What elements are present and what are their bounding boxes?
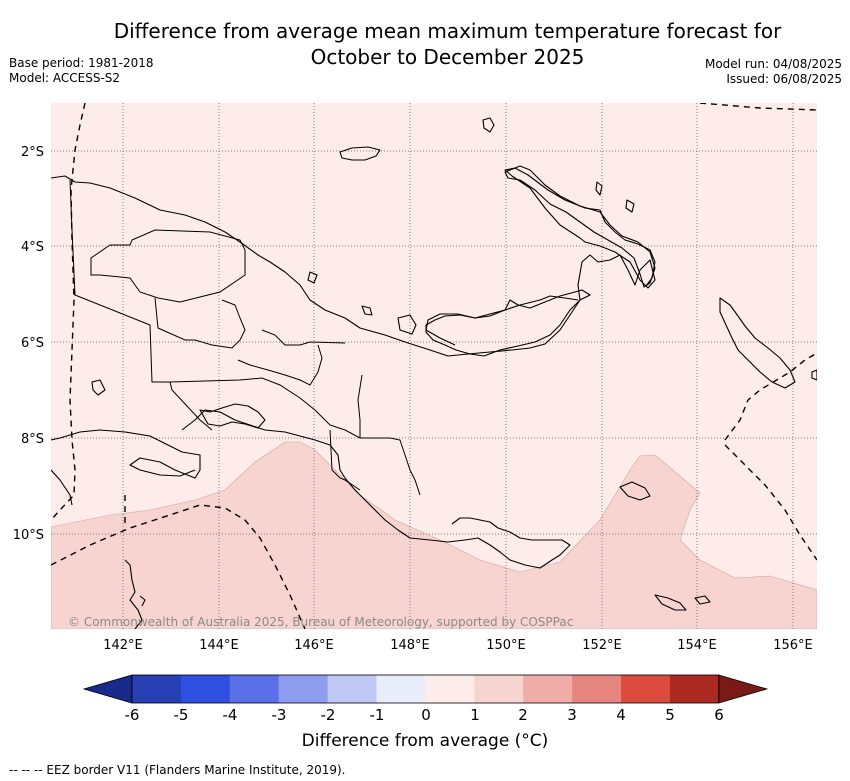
title-line-2: October to December 2025 [310,45,585,69]
colorbar-segment [572,675,622,703]
lat-tick-label: 8°S [21,432,44,447]
colorbar-segment [425,675,475,703]
lon-tick-label: 150°E [486,638,526,653]
colorbar-tick-label: -6 [125,706,140,724]
meta-right: Model run: 04/08/2025 Issued: 06/08/2025 [705,57,842,87]
island-8 [654,594,687,611]
colorbar-segment [376,675,426,703]
lon-tick-label: 144°E [199,638,239,653]
island-9 [694,595,711,605]
lon-tick-label: 148°E [390,638,430,653]
manus-coast [339,146,381,161]
lat-tick-label: 6°S [21,336,44,351]
colorbar-segment [180,675,231,703]
colorbar-segment [229,675,280,703]
island-3 [625,199,635,213]
colorbar-segment [523,675,573,703]
meta-left: Base period: 1981-2018 Model: ACCESS-S2 [9,56,154,86]
longitude-ticks: 142°E 144°E 146°E 148°E 150°E 152°E 154°… [103,638,813,653]
colorbar-tick-label: 4 [616,706,626,724]
colorbar-tick-label: 3 [567,706,577,724]
cape-york-coast [124,559,146,629]
colorbar-tick-label: -5 [174,706,189,724]
colorbar-tick-label: 6 [714,706,724,724]
lat-tick-label: 10°S [13,528,44,543]
island-2 [595,181,603,196]
eez-borders [51,103,817,629]
colorbar-extend-low [82,674,133,704]
colorbar [82,674,769,704]
lon-tick-label: 156°E [773,638,813,653]
anomaly-band-1-2 [51,441,817,629]
colorbar-tick-label: 5 [665,706,675,724]
lat-tick-label: 2°S [21,145,44,160]
island-11 [91,379,106,396]
colorbar-segment [621,675,671,703]
lon-tick-label: 146°E [294,638,334,653]
colorbar-tick-label: 0 [421,706,431,724]
colorbar-tick-label: -4 [223,706,238,724]
map-title: Difference from average mean maximum tem… [60,18,835,70]
colorbar-segment [669,675,720,703]
colorbar-segment [474,675,524,703]
base-period: Base period: 1981-2018 [9,56,154,70]
colorbar-segment [132,675,182,703]
island-6 [361,305,373,316]
colorbar-extend-high [718,674,769,704]
latitude-ticks: 2°S 4°S 6°S 8°S 10°S [13,145,44,543]
colorbar-label: Difference from average (°C) [301,731,549,751]
island-7 [619,481,651,501]
title-line-1: Difference from average mean maximum tem… [113,19,782,43]
coastlines [51,117,817,629]
model-name: Model: ACCESS-S2 [9,71,121,85]
issued-date: Issued: 06/08/2025 [726,72,842,86]
colorbar-tick-label: 1 [470,706,480,724]
colorbar-tick-label: -3 [272,706,287,724]
island-1 [482,117,495,133]
map-area: © Commonwealth of Australia 2025, Bureau… [51,103,817,629]
island-5 [397,314,417,335]
new-ireland-coast [504,165,656,288]
province-borders [69,179,421,496]
south-coast [51,409,571,569]
colorbar-tick-label: -2 [321,706,336,724]
graticule [51,103,817,629]
island-10 [811,369,817,381]
colorbar-segment [278,675,329,703]
new-britain-coast [425,289,591,357]
colorbar-ticks: -6 -5 -4 -3 -2 -1 0 1 2 3 4 5 6 [125,706,724,724]
lon-tick-label: 142°E [103,638,143,653]
colorbar-tick-label: -1 [370,706,385,724]
copyright-notice: © Commonwealth of Australia 2025, Bureau… [68,615,573,629]
lon-tick-label: 154°E [677,638,717,653]
colorbar-segment [327,675,377,703]
bougainville-coast [719,297,796,389]
eez-legend-note: -- -- -- EEZ border V11 (Flanders Marine… [9,763,346,777]
model-run: Model run: 04/08/2025 [704,57,842,71]
colorbar-outline [131,674,720,704]
island-4 [307,271,318,284]
delta-coast [199,403,266,429]
colorbar-tick-label: 2 [518,706,528,724]
lon-tick-label: 152°E [582,638,622,653]
lat-tick-label: 4°S [21,240,44,255]
